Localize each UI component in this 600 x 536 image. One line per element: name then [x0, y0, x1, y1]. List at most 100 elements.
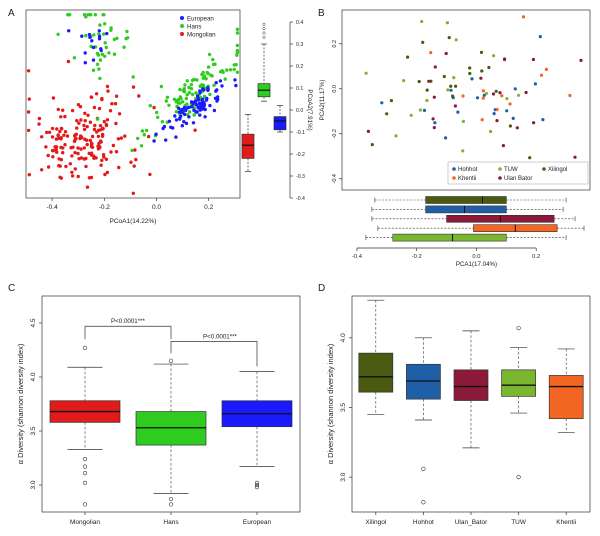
- x-tick-label-hohhot: Hohhot: [413, 519, 434, 526]
- point-mongolian: [58, 129, 62, 134]
- point-xilingol: [425, 88, 429, 92]
- point-mongolian: [88, 120, 93, 124]
- point-mongolian: [74, 136, 78, 141]
- point-ulan_bator: [495, 119, 499, 123]
- point-tuw: [484, 91, 488, 96]
- point-ulan_bator: [479, 76, 483, 80]
- point-hans: [235, 31, 240, 35]
- point-mongolian: [63, 143, 67, 147]
- point-mongolian: [51, 155, 55, 159]
- point-hohhot: [444, 136, 448, 140]
- point-hans: [155, 110, 159, 115]
- point-european: [202, 104, 206, 108]
- legend-label-hohhot: Hohhot: [458, 167, 478, 173]
- point-tuw: [409, 113, 413, 117]
- legend-marker-mongolian: [180, 32, 184, 36]
- point-mongolian: [54, 147, 58, 152]
- point-hans: [235, 27, 240, 31]
- point-mongolian: [82, 146, 87, 150]
- point-hans: [72, 56, 77, 60]
- point-mongolian: [114, 150, 119, 154]
- point-hans: [220, 69, 224, 73]
- y-tick-label-c: 4.5: [30, 318, 37, 327]
- outlier-hans: [262, 22, 266, 26]
- point-hans: [185, 93, 189, 97]
- point-mongolian: [129, 160, 133, 164]
- point-hans: [92, 33, 96, 37]
- point-hans: [102, 13, 106, 17]
- point-hans: [84, 33, 88, 38]
- point-hans: [232, 67, 236, 72]
- legend-marker-european: [180, 16, 184, 20]
- point-tuw: [445, 21, 449, 25]
- point-mongolian: [61, 108, 65, 112]
- point-mongolian: [93, 123, 97, 128]
- point-hans: [209, 73, 213, 77]
- y-tick-label-c: 3.5: [30, 426, 37, 435]
- legend-marker-khentii: [452, 176, 456, 180]
- point-xilingol: [487, 65, 491, 70]
- point-mongolian: [73, 151, 77, 155]
- significance-label-mongolian-hans: P<0.0001***: [111, 318, 145, 325]
- legend-label-khentii: Khentii: [458, 176, 476, 182]
- point-european: [191, 121, 196, 125]
- point-hans: [189, 82, 194, 87]
- point-hans: [211, 57, 215, 62]
- point-hohhot: [456, 110, 460, 114]
- point-khentii: [461, 94, 465, 98]
- point-mongolian: [83, 137, 87, 141]
- point-european: [182, 105, 187, 110]
- point-ulan_bator: [501, 144, 505, 148]
- point-european: [198, 90, 202, 95]
- point-mongolian: [53, 145, 57, 149]
- point-mongolian: [152, 105, 156, 110]
- point-mongolian: [148, 172, 152, 177]
- point-hans: [187, 110, 192, 114]
- y-tick-label-d: 4.0: [340, 333, 347, 342]
- point-mongolian: [57, 136, 61, 140]
- point-xilingol: [479, 50, 484, 55]
- point-mongolian: [27, 173, 31, 177]
- point-hans: [185, 79, 189, 83]
- point-hans: [144, 128, 149, 133]
- outlier-hohhot: [421, 500, 426, 505]
- point-mongolian: [105, 84, 110, 89]
- point-hans: [192, 113, 196, 117]
- point-khentii: [480, 118, 484, 122]
- point-hans: [109, 26, 113, 30]
- point-mongolian: [83, 111, 87, 116]
- point-hans: [172, 97, 177, 102]
- point-xilingol: [406, 55, 410, 59]
- point-mongolian: [102, 119, 107, 124]
- point-hans: [159, 84, 164, 89]
- outlier-hans: [168, 358, 174, 363]
- y-tick-label-d: 3.5: [340, 403, 347, 412]
- point-hans: [202, 74, 207, 78]
- point-mongolian: [89, 143, 94, 148]
- point-mongolian: [76, 103, 81, 107]
- point-ulan_bator: [491, 92, 496, 96]
- point-mongolian: [63, 114, 67, 119]
- point-mongolian: [46, 165, 51, 169]
- point-mongolian: [123, 134, 127, 138]
- point-european: [182, 120, 186, 124]
- point-mongolian: [92, 127, 97, 132]
- point-hans: [223, 77, 227, 81]
- point-hohhot: [433, 121, 437, 125]
- point-hans: [100, 52, 105, 56]
- point-ulan_bator: [432, 126, 436, 130]
- point-hans: [198, 84, 203, 88]
- point-mongolian: [76, 151, 80, 156]
- outlier-hans: [262, 27, 266, 31]
- point-mongolian: [103, 172, 107, 177]
- y-tick-label-d: 3.0: [340, 472, 347, 481]
- box-xilingol: [358, 352, 394, 393]
- y-tick-label-b: 0.2: [332, 40, 338, 48]
- y-tick-label-a: -0.2: [296, 152, 305, 158]
- point-mongolian: [113, 102, 118, 106]
- point-hans: [234, 62, 238, 67]
- point-mongolian: [27, 97, 31, 101]
- y-tick-label-b: -0.2: [332, 129, 338, 138]
- point-hans: [98, 76, 102, 81]
- outlier-tuw: [516, 325, 521, 331]
